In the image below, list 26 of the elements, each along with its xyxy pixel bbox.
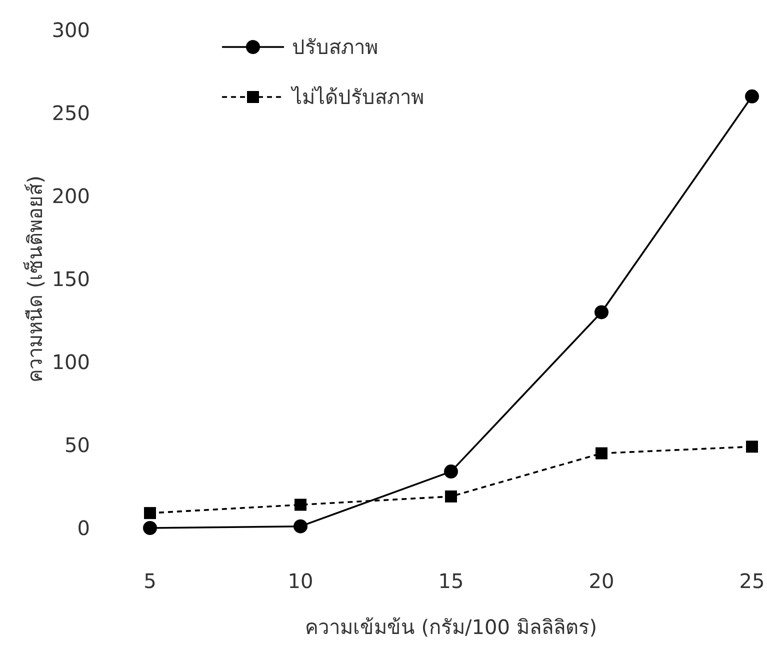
point	[746, 440, 758, 453]
legend-label: ไม่ได้ปรับสภาพ	[290, 85, 424, 109]
y-tick-label: 50	[64, 433, 90, 457]
point	[143, 521, 157, 535]
point	[294, 498, 306, 511]
x-axis-title: ความเข้มข้น (กรัม/100 มิลลิลิตร)	[304, 615, 598, 639]
y-tick-label: 0	[77, 516, 90, 540]
y-tick-label: 150	[52, 267, 90, 291]
y-tick-label: 200	[52, 184, 90, 208]
point	[594, 305, 608, 320]
legend-label: ปรับสภาพ	[292, 35, 378, 59]
x-tick-label: 20	[588, 569, 614, 593]
point	[444, 464, 458, 479]
point	[745, 89, 759, 104]
y-tick-label: 300	[52, 18, 90, 42]
y-tick-label: 250	[52, 101, 90, 125]
x-tick-label: 5	[144, 569, 156, 593]
x-tick-label: 25	[739, 569, 765, 593]
point	[144, 507, 156, 520]
x-tick-label: 15	[438, 569, 464, 593]
point	[294, 519, 308, 534]
point	[445, 490, 457, 502]
y-axis-title: ความหนืด (เซ็นติพอยส์)	[22, 176, 47, 382]
y-tick-label: 100	[52, 350, 90, 374]
point	[596, 447, 608, 460]
x-tick-label: 10	[288, 569, 314, 593]
